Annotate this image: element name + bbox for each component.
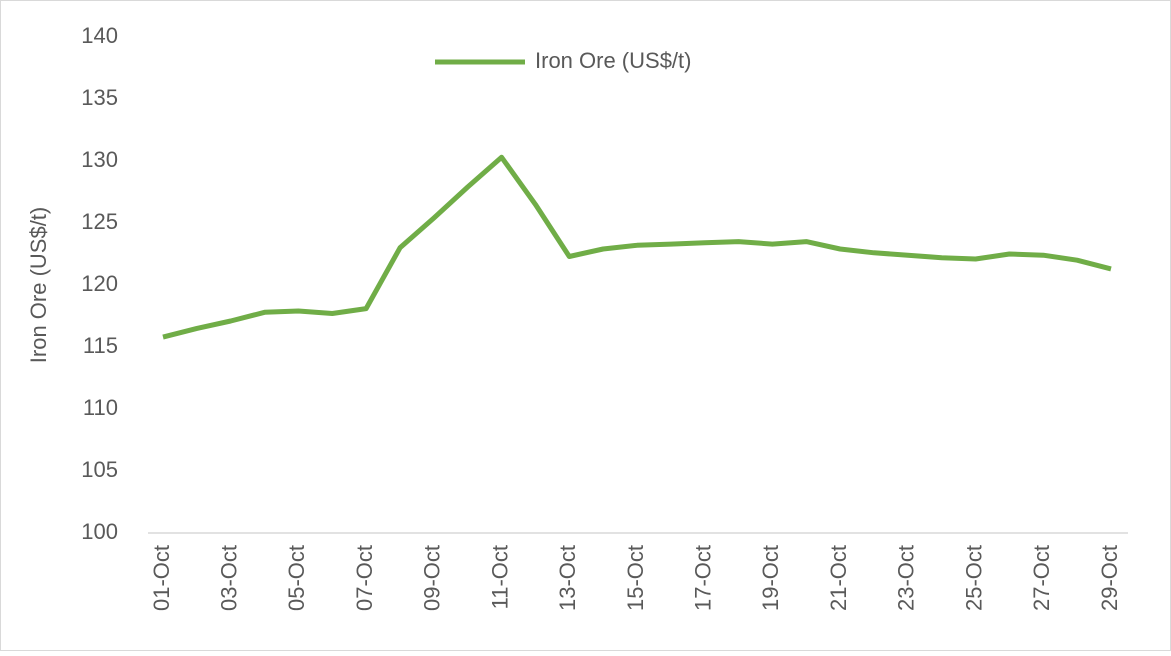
y-tick-label: 115 (83, 333, 118, 358)
x-tick-label: 07-Oct (352, 545, 377, 611)
x-tick-label: 29-Oct (1097, 545, 1122, 611)
x-tick-label: 11-Oct (487, 545, 512, 609)
x-tick-label: 15-Oct (623, 545, 648, 611)
y-tick-label: 120 (81, 271, 118, 296)
y-tick-label: 100 (81, 519, 118, 544)
x-tick-label: 09-Oct (420, 545, 445, 611)
x-tick-label: 21-Oct (826, 545, 851, 611)
y-tick-label: 130 (81, 147, 118, 172)
legend-label: Iron Ore (US$/t) (535, 48, 691, 73)
x-tick-label: 19-Oct (758, 545, 783, 611)
x-tick-label: 27-Oct (1029, 545, 1054, 611)
x-tick-label: 25-Oct (961, 545, 986, 611)
x-tick-label: 05-Oct (284, 545, 309, 611)
y-tick-label: 135 (81, 85, 118, 110)
line-series (162, 154, 1112, 340)
x-tick-label: 17-Oct (691, 545, 716, 611)
x-tick-label: 23-Oct (894, 545, 919, 611)
y-tick-label: 105 (81, 457, 118, 482)
x-tick-label: 03-Oct (217, 545, 242, 611)
y-tick-label: 125 (81, 209, 118, 234)
y-axis-title: Iron Ore (US$/t) (26, 207, 51, 363)
x-tick-label: 01-Oct (149, 545, 174, 611)
y-tick-label: 140 (81, 23, 118, 48)
x-tick-label: 13-Oct (555, 545, 580, 611)
y-tick-label: 110 (83, 395, 118, 420)
